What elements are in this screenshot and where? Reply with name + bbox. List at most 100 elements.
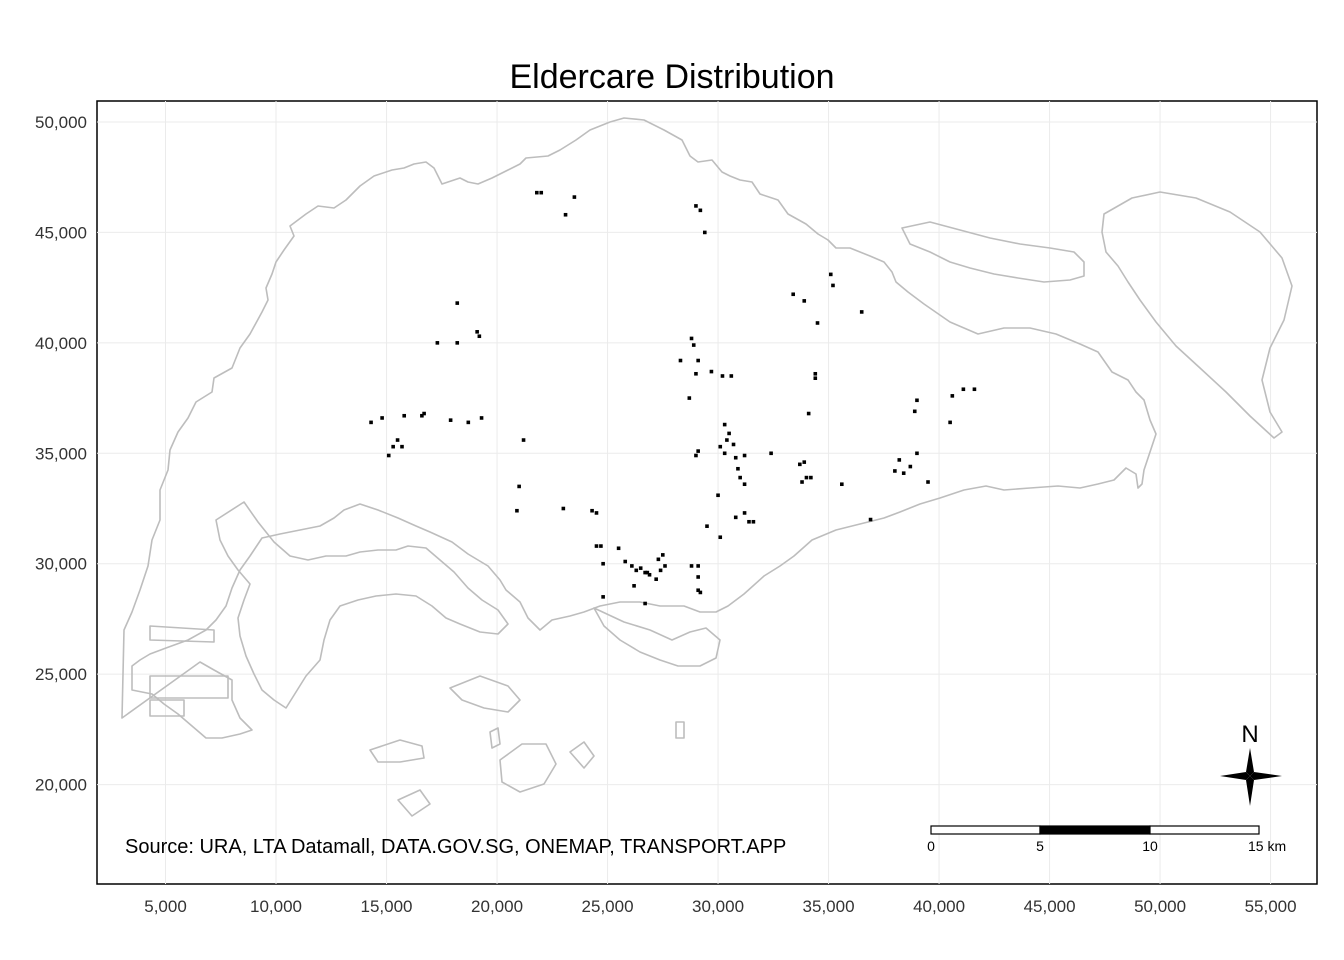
- eldercare-point: [634, 568, 639, 573]
- pulau-tekong-outline: [1101, 191, 1293, 439]
- eldercare-point: [915, 451, 919, 456]
- eldercare-point: [477, 334, 482, 339]
- eldercare-point: [705, 524, 709, 528]
- eldercare-point: [948, 420, 952, 425]
- x-tick-label: 5,000: [144, 897, 187, 916]
- eldercare-point: [751, 519, 756, 524]
- eldercare-point: [696, 449, 700, 453]
- eldercare-point: [702, 230, 707, 235]
- southern-island-4: [569, 741, 595, 769]
- eldercare-point: [455, 341, 460, 345]
- eldercare-point: [563, 212, 568, 217]
- eldercare-point: [972, 387, 977, 392]
- eldercare-point: [623, 559, 628, 564]
- eldercare-point: [601, 561, 605, 566]
- eldercare-point: [828, 272, 833, 277]
- eldercare-point: [802, 460, 807, 464]
- eldercare-point: [400, 444, 404, 449]
- eldercare-point: [386, 453, 391, 458]
- eldercare-point: [630, 564, 634, 568]
- eldercare-point: [696, 575, 700, 579]
- eldercare-point: [725, 438, 729, 442]
- x-tick-label: 55,000: [1245, 897, 1297, 916]
- southern-island-3: [499, 743, 557, 793]
- sentosa-outline: [593, 607, 721, 667]
- eldercare-point: [422, 411, 426, 416]
- eldercare-point: [658, 568, 663, 573]
- y-tick-label: 20,000: [35, 776, 87, 795]
- eldercare-point: [742, 453, 747, 458]
- eldercare-point: [616, 546, 621, 551]
- x-tick-label: 25,000: [582, 897, 634, 916]
- eldercare-point: [561, 506, 566, 511]
- eldercare-point: [804, 475, 809, 480]
- mainland-outline: [121, 117, 1157, 739]
- eldercare-point: [466, 420, 471, 425]
- eldercare-point: [718, 535, 723, 540]
- eldercare-point: [840, 482, 844, 487]
- eldercare-point: [420, 413, 424, 418]
- eldercare-point: [747, 519, 751, 524]
- eldercare-point: [926, 480, 930, 484]
- x-tick-label: 40,000: [913, 897, 965, 916]
- x-axis-ticks: 5,000 10,000 15,000 20,000 25,000 30,000 35,00…: [144, 897, 1296, 916]
- eldercare-point: [698, 208, 703, 213]
- eldercare-point: [729, 374, 734, 378]
- eldercare-point: [391, 444, 395, 449]
- southern-island-1: [449, 675, 521, 713]
- eldercare-point: [769, 451, 773, 456]
- southern-island-7: [675, 721, 685, 739]
- pulau-ubin-outline: [901, 221, 1085, 283]
- eldercare-point: [590, 508, 594, 513]
- eldercare-point: [813, 371, 818, 376]
- eldercare-point: [893, 469, 897, 473]
- scale-bar: 0 5 10 15 km: [927, 825, 1286, 854]
- eldercare-point: [455, 301, 460, 305]
- eldercare-point: [950, 394, 955, 398]
- eldercare-point: [908, 464, 913, 469]
- southern-island-2: [369, 739, 425, 763]
- eldercare-point: [594, 544, 599, 548]
- eldercare-point: [901, 471, 906, 475]
- eldercare-point: [736, 466, 740, 471]
- eldercare-point: [696, 564, 700, 568]
- eldercare-point: [727, 431, 731, 436]
- eldercare-point: [738, 475, 742, 480]
- jurong-island-outline: [215, 501, 509, 709]
- eldercare-point: [660, 553, 665, 557]
- north-arrow: N: [1220, 721, 1282, 806]
- eldercare-point: [691, 343, 696, 347]
- y-axis-ticks: 20,000 25,000 30,000 35,000 40,000 45,000 50,0…: [35, 113, 87, 795]
- eldercare-point: [599, 544, 603, 548]
- eldercare-point: [643, 570, 647, 575]
- eldercare-point: [806, 411, 811, 416]
- eldercare-point: [809, 475, 813, 480]
- eldercare-point: [435, 341, 440, 345]
- eldercare-point: [897, 458, 902, 462]
- eldercare-point: [716, 493, 720, 498]
- eldercare-point: [868, 517, 873, 522]
- eldercare-point: [479, 416, 484, 420]
- eldercare-point: [515, 508, 519, 513]
- y-tick-label: 45,000: [35, 223, 87, 242]
- eldercare-point: [694, 453, 698, 458]
- eldercare-point: [689, 336, 694, 341]
- y-tick-label: 40,000: [35, 334, 87, 353]
- eldercare-point: [448, 418, 453, 422]
- eldercare-point: [709, 369, 714, 374]
- eldercare-point: [643, 601, 647, 606]
- map-title: Eldercare Distribution: [509, 58, 834, 96]
- eldercare-point: [791, 292, 795, 297]
- eldercare-point: [698, 590, 703, 595]
- grid-lines: [97, 101, 1317, 884]
- southern-island-6: [489, 727, 501, 749]
- scale-label-5: 5: [1036, 838, 1044, 854]
- eldercare-point: [638, 566, 643, 570]
- eldercare-point: [731, 442, 736, 447]
- eldercare-point: [733, 455, 738, 460]
- eldercare-point: [663, 564, 667, 568]
- eldercare-point: [696, 588, 700, 593]
- eldercare-point: [656, 557, 661, 562]
- tuas-outline: [149, 625, 229, 717]
- eldercare-point: [647, 572, 652, 577]
